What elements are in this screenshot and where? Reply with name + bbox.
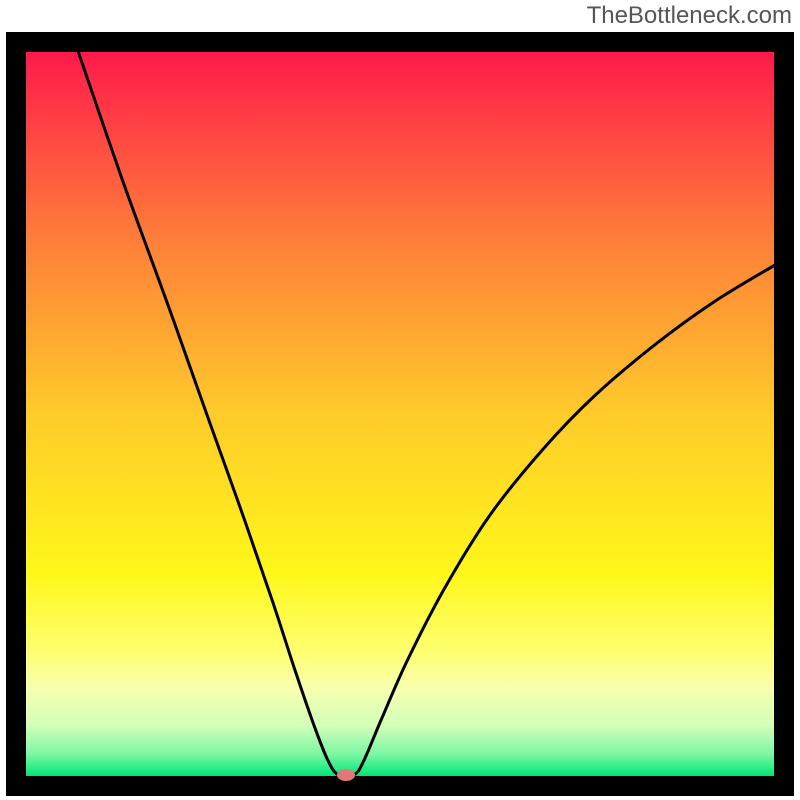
watermark-text: TheBottleneck.com	[587, 2, 792, 30]
chart-root: TheBottleneck.com	[0, 0, 800, 800]
bottleneck-curve	[26, 52, 774, 776]
optimum-marker	[337, 769, 355, 781]
plot-area	[6, 32, 794, 796]
